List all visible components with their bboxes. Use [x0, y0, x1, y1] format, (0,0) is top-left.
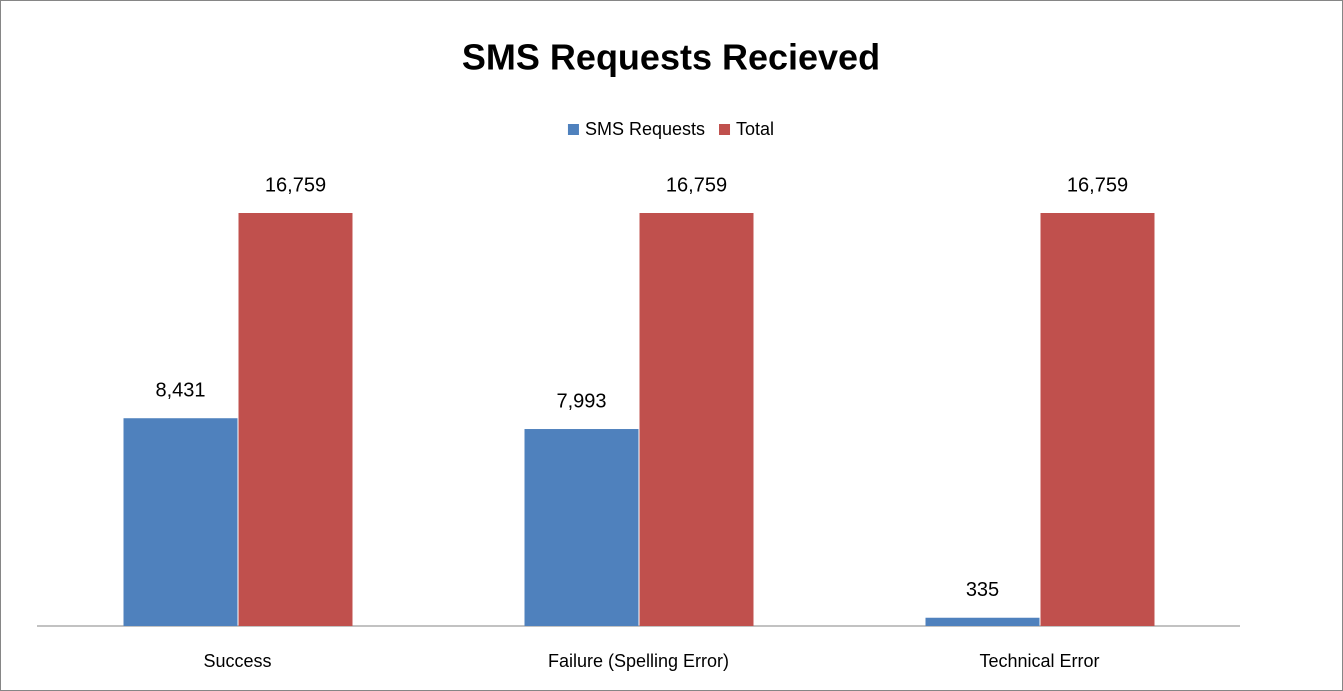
bar: [1040, 213, 1155, 626]
legend-label: SMS Requests: [585, 119, 705, 139]
bar: [238, 213, 353, 626]
bar: [925, 617, 1040, 626]
data-label: 16,759: [666, 174, 727, 196]
data-label: 335: [966, 579, 999, 601]
data-label: 7,993: [556, 390, 606, 412]
chart-title: SMS Requests Recieved: [462, 37, 880, 78]
x-tick-label: Technical Error: [979, 651, 1099, 671]
legend-swatch: [567, 124, 579, 135]
data-label: 16,759: [265, 174, 326, 196]
data-label: 8,431: [155, 380, 205, 402]
bar: [524, 429, 639, 626]
legend-swatch: [719, 124, 731, 135]
legend-label: Total: [736, 119, 774, 139]
data-label: 16,759: [1067, 174, 1128, 196]
x-tick-label: Success: [203, 651, 271, 671]
bar: [123, 418, 238, 626]
x-tick-label: Failure (Spelling Error): [548, 651, 729, 671]
bar: [639, 213, 754, 626]
